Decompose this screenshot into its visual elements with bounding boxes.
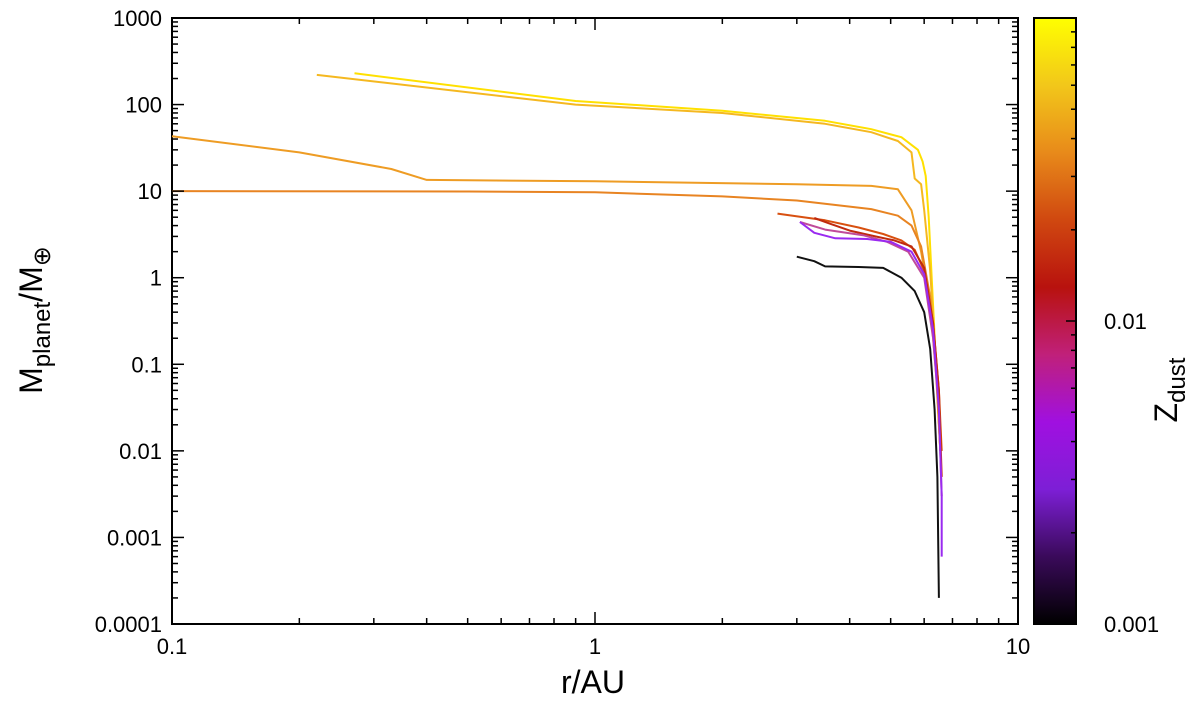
x-tick-label: 10 xyxy=(1006,634,1030,659)
y-tick-label: 0.1 xyxy=(131,352,162,377)
x-tick-label: 1 xyxy=(589,634,601,659)
series-line xyxy=(316,73,942,451)
colorbar-ticks: 0.001 0.01 xyxy=(1066,31,1159,637)
series-line xyxy=(796,255,940,598)
y-axis-title-sub2: ⊕ xyxy=(29,246,56,266)
plot-area: 0.1 1 10 0.0001 0.001 0.01 0.1 1 10 100 1000 xyxy=(95,6,1031,659)
x-axis-title: r/AU xyxy=(561,664,625,700)
colorbar-tick-label: 0.001 xyxy=(1104,612,1159,637)
series-line xyxy=(777,212,943,451)
series-line xyxy=(354,72,942,451)
colorbar-tick-label: 0.01 xyxy=(1104,309,1147,334)
y-tick-label: 100 xyxy=(125,93,162,118)
y-axis-title-sub1: planet xyxy=(29,301,56,367)
y-tick-label: 0.0001 xyxy=(95,612,162,637)
y-tick-label: 10 xyxy=(138,179,162,204)
y-axis-label: Mplanet/M⊕ xyxy=(13,246,56,394)
colorbar-title: Zdust xyxy=(1148,357,1191,422)
colorbar: 0.001 0.01 xyxy=(1033,17,1159,637)
y-tick-label: 1 xyxy=(150,266,162,291)
y-tick-label: 1000 xyxy=(113,6,162,31)
colorbar-title-sub: dust xyxy=(1164,357,1191,403)
y-axis-ticks: 0.0001 0.001 0.01 0.1 1 10 100 1000 xyxy=(95,6,1018,637)
y-axis-title-slash: /M xyxy=(13,266,49,302)
series-line xyxy=(171,135,942,451)
x-axis-ticks: 0.1 1 10 xyxy=(157,18,1030,659)
series-layer xyxy=(171,72,943,598)
y-tick-label: 0.001 xyxy=(107,525,162,550)
y-tick-label: 0.01 xyxy=(119,439,162,464)
plot-frame xyxy=(171,17,1019,625)
y-axis-title-main: M xyxy=(13,367,49,394)
series-line xyxy=(799,221,943,557)
colorbar-label: Zdust xyxy=(1148,357,1191,422)
y-axis-title: Mplanet/M⊕ xyxy=(13,246,56,394)
x-tick-label: 0.1 xyxy=(157,634,188,659)
colorbar-title-main: Z xyxy=(1148,403,1184,423)
x-axis-label: r/AU xyxy=(561,664,625,700)
